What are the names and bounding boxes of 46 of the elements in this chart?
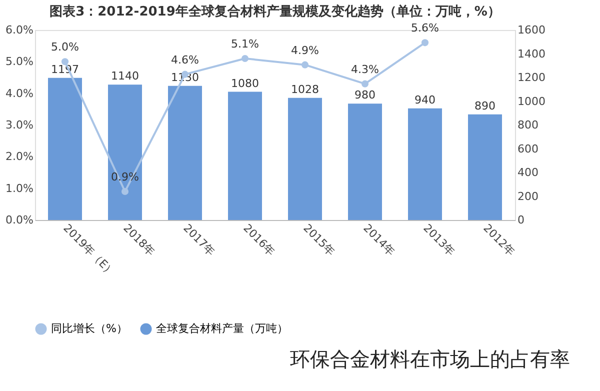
- point: [361, 80, 369, 88]
- y2-tick-label: 1400: [518, 47, 546, 60]
- bar: [468, 114, 502, 220]
- data-label: 5.6%: [411, 22, 439, 35]
- point: [421, 39, 429, 46]
- bar: [168, 86, 202, 220]
- y-tick-label: 4.0%: [6, 86, 34, 100]
- y-tick-label: 5.0%: [6, 55, 34, 68]
- data-label: 1140: [111, 70, 139, 83]
- bar: [108, 84, 142, 220]
- y2-tick-label: 200: [518, 190, 538, 203]
- y2-tick-label: 1000: [518, 94, 546, 108]
- y-tick-label: 3.0%: [6, 118, 34, 132]
- data-label: 5.1%: [231, 38, 259, 50]
- data-label: 1028: [291, 82, 319, 96]
- data-label: 5.0%: [51, 40, 79, 54]
- data-label: 890: [474, 99, 496, 112]
- y2-tick-label: 800: [518, 118, 538, 132]
- y-tick-label: 0.0%: [6, 214, 34, 226]
- bar: [228, 92, 262, 220]
- y-tick-label: 1.0%: [6, 182, 34, 195]
- y2-tick-label: 400: [518, 166, 538, 179]
- point: [241, 54, 249, 62]
- legend-label: 同比增长（%）: [51, 322, 128, 335]
- y2-tick-label: 0: [518, 214, 524, 226]
- text: 环保合金材料在市场上的占有率: [290, 347, 570, 371]
- data-label: 4.9%: [291, 44, 319, 57]
- y2-tick-label: 600: [518, 142, 538, 156]
- y2-tick-label: 1600: [518, 24, 546, 36]
- data-label: 0.9%: [111, 170, 139, 184]
- legend-label: 全球复合材料产量（万吨）: [156, 322, 288, 335]
- bar: [288, 98, 322, 220]
- point: [301, 61, 309, 68]
- y-tick-label: 2.0%: [6, 150, 34, 164]
- bar: [408, 108, 442, 220]
- data-label: 980: [354, 88, 376, 102]
- bar: [48, 78, 82, 220]
- data-label: 4.3%: [351, 62, 379, 76]
- y-tick-label: 6.0%: [6, 24, 34, 36]
- bar: [348, 104, 382, 220]
- point: [121, 188, 129, 196]
- data-label: 940: [414, 93, 436, 106]
- data-label: 1080: [231, 76, 259, 90]
- data-label: 4.6%: [171, 53, 199, 66]
- y2-tick-label: 1200: [518, 71, 546, 84]
- chart-title: 图表3：2012-2019年全球复合材料产量规模及变化趋势（单位：万吨，%）: [50, 4, 500, 20]
